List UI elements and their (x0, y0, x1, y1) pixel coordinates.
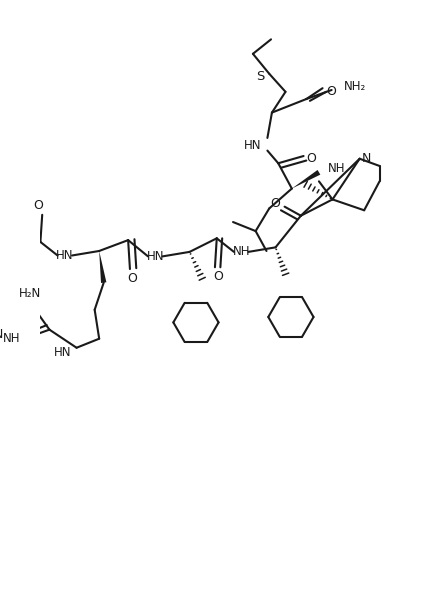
Text: HN: HN (56, 249, 73, 262)
Text: NH₂: NH₂ (344, 80, 367, 93)
Text: HN: HN (146, 250, 164, 263)
Text: N: N (362, 152, 371, 165)
Text: H₂N: H₂N (18, 287, 41, 300)
Text: O: O (306, 152, 316, 165)
Text: NH: NH (3, 332, 20, 345)
Text: O: O (128, 272, 138, 285)
Text: O: O (271, 197, 281, 210)
Text: N: N (0, 328, 3, 341)
Text: NH: NH (328, 162, 346, 175)
Polygon shape (99, 251, 106, 283)
Text: O: O (34, 199, 44, 212)
Text: O: O (214, 270, 223, 283)
Text: NH: NH (232, 246, 250, 259)
Text: S: S (256, 70, 264, 83)
Polygon shape (292, 170, 320, 188)
Text: HN: HN (54, 346, 72, 359)
Text: HN: HN (244, 139, 262, 151)
Text: O: O (327, 85, 336, 98)
